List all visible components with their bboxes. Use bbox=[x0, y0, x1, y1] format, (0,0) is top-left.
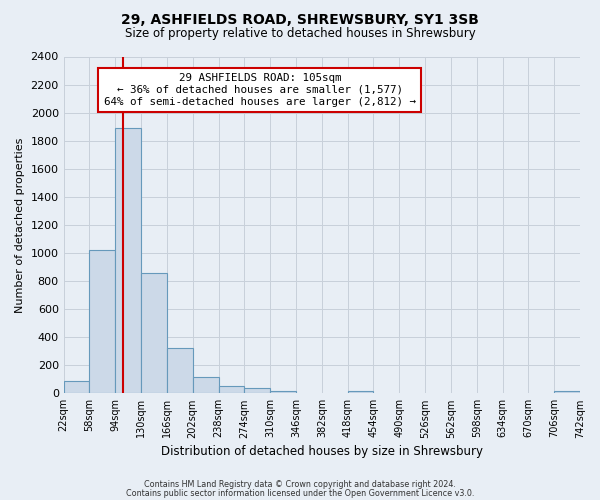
Bar bbox=[141, 272, 167, 394]
Bar bbox=[115, 128, 141, 394]
X-axis label: Distribution of detached houses by size in Shrewsbury: Distribution of detached houses by size … bbox=[161, 444, 483, 458]
Bar bbox=[64, 380, 89, 394]
Text: 29, ASHFIELDS ROAD, SHREWSBURY, SY1 3SB: 29, ASHFIELDS ROAD, SHREWSBURY, SY1 3SB bbox=[121, 12, 479, 26]
Text: 29 ASHFIELDS ROAD: 105sqm
← 36% of detached houses are smaller (1,577)
64% of se: 29 ASHFIELDS ROAD: 105sqm ← 36% of detac… bbox=[104, 74, 416, 106]
Bar bbox=[193, 377, 218, 394]
Text: Contains HM Land Registry data © Crown copyright and database right 2024.: Contains HM Land Registry data © Crown c… bbox=[144, 480, 456, 489]
Bar bbox=[89, 250, 115, 394]
Text: Size of property relative to detached houses in Shrewsbury: Size of property relative to detached ho… bbox=[125, 28, 475, 40]
Y-axis label: Number of detached properties: Number of detached properties bbox=[15, 137, 25, 312]
Bar bbox=[554, 391, 580, 394]
Bar bbox=[270, 390, 296, 394]
Bar bbox=[218, 386, 244, 394]
Bar bbox=[347, 391, 373, 394]
Bar bbox=[244, 388, 270, 394]
Text: Contains public sector information licensed under the Open Government Licence v3: Contains public sector information licen… bbox=[126, 488, 474, 498]
Bar bbox=[167, 348, 193, 394]
